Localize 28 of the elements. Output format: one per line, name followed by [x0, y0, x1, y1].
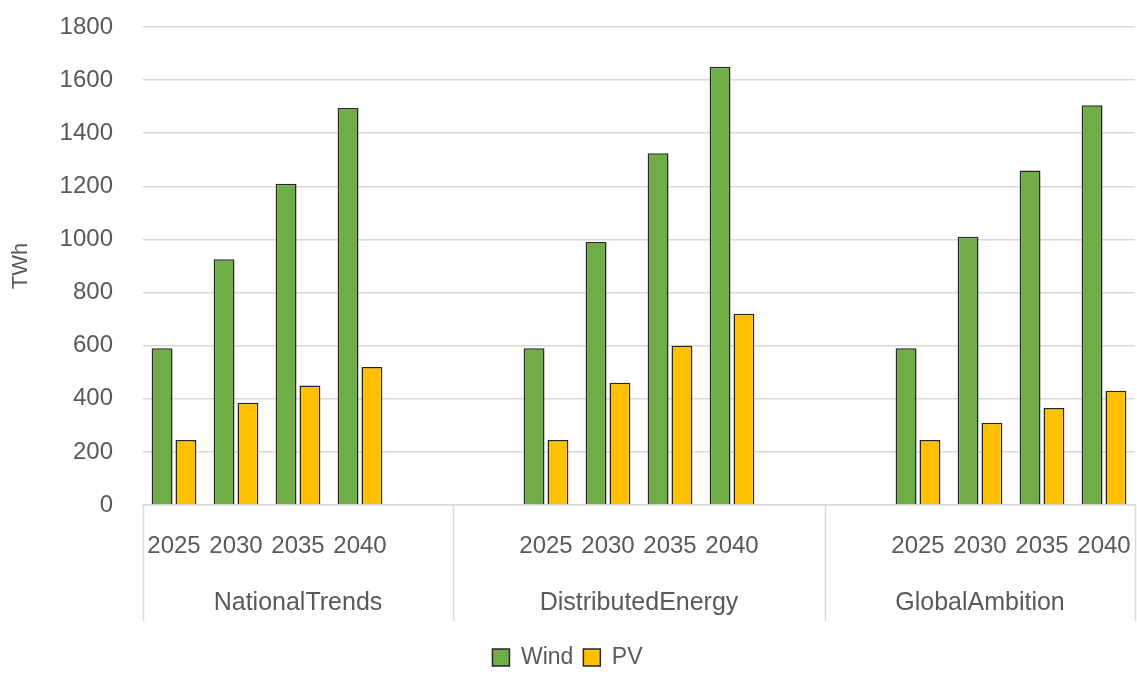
text: DistributedEnergy — [539, 586, 739, 615]
x-tick-label: 2030 — [581, 531, 635, 559]
y-tick-label: 0 — [99, 489, 113, 517]
x-tick-label: 2040 — [333, 531, 387, 559]
legend-label: Wind — [520, 642, 574, 669]
x-tick-label: 2025 — [891, 531, 945, 559]
x-tick-label: 2030 — [953, 531, 1007, 559]
y-axis-title: TWh — [7, 242, 33, 290]
y-tick-label: 1600 — [59, 64, 113, 92]
y-tick-label: 600 — [72, 330, 113, 358]
y-tick-label: 1800 — [59, 11, 113, 39]
legend-label: PV — [611, 642, 644, 669]
y-tick-label: 1400 — [59, 117, 113, 145]
y-tick-label: 200 — [72, 436, 113, 464]
x-tick-label: 2035 — [1015, 531, 1069, 559]
y-tick-label: 1200 — [59, 170, 113, 198]
y-tick-label: 800 — [72, 277, 113, 305]
x-tick-label: 2035 — [271, 531, 325, 559]
x-tick-label: 2040 — [705, 531, 759, 559]
text: GlobalAmbition — [895, 586, 1065, 615]
x-tick-label: 2035 — [643, 531, 697, 559]
y-tick-label: 1000 — [59, 224, 113, 252]
x-tick-label: 2025 — [519, 531, 573, 559]
text: NationalTrends — [213, 586, 383, 615]
x-tick-label: 2030 — [209, 531, 263, 559]
x-tick-label: 2025 — [147, 531, 201, 559]
x-tick-label: 2040 — [1077, 531, 1131, 559]
y-tick-label: 400 — [72, 383, 113, 411]
